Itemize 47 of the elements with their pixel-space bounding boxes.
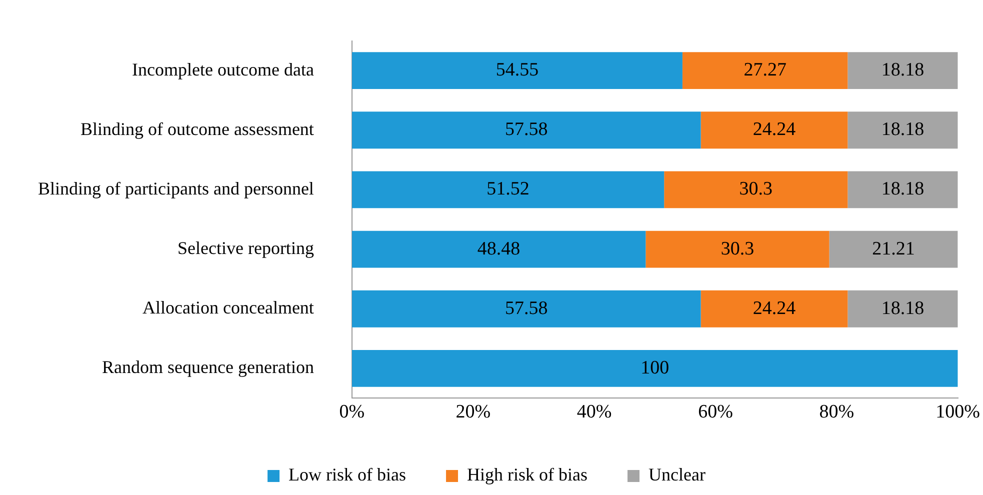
legend-label: Unclear <box>648 464 706 485</box>
data-label: 57.58 <box>505 119 548 140</box>
data-label: 24.24 <box>752 119 796 140</box>
bar <box>352 290 701 328</box>
x-tick-label: 20% <box>456 402 491 423</box>
data-label: 51.52 <box>486 178 530 200</box>
y-tick-label: Blinding of participants and personnel <box>38 178 314 198</box>
x-tick-label: 60% <box>698 402 734 423</box>
bar <box>829 230 958 268</box>
data-label: 18.18 <box>881 178 924 200</box>
bar <box>352 230 646 268</box>
legend-label: High risk of bias <box>467 464 588 485</box>
data-label: 30.3 <box>720 238 754 260</box>
data-label: 24.24 <box>752 298 796 319</box>
bar <box>352 350 958 387</box>
y-tick-label: Blinding of outcome assessment <box>80 118 314 139</box>
data-label: 18.18 <box>881 298 924 319</box>
bar <box>646 230 830 268</box>
bar <box>848 52 958 90</box>
data-label: 54.55 <box>496 60 539 81</box>
y-tick-label: Allocation concealment <box>142 298 314 318</box>
legend-label: Low risk of bias <box>288 464 406 485</box>
bar <box>848 171 958 208</box>
bar <box>682 52 848 90</box>
bar <box>352 112 701 149</box>
x-tick-label: 0% <box>339 402 365 423</box>
data-label: 57.58 <box>505 298 548 319</box>
bar <box>848 112 958 149</box>
x-tick-label: 100% <box>936 402 980 423</box>
bar <box>700 290 848 328</box>
x-tick-label: 80% <box>819 402 854 423</box>
data-label: 30.3 <box>739 178 773 200</box>
data-label: 18.18 <box>881 60 924 81</box>
x-tick-label: 40% <box>576 402 612 423</box>
data-label: 27.27 <box>744 60 786 81</box>
bar <box>352 52 682 90</box>
bar <box>664 171 848 208</box>
y-tick-label: Selective reporting <box>177 238 314 258</box>
data-label: 48.48 <box>477 238 520 260</box>
data-label: 18.18 <box>881 119 924 140</box>
bar <box>700 112 848 149</box>
data-label: 21.21 <box>872 238 915 260</box>
bar <box>848 290 958 328</box>
bar <box>352 171 664 208</box>
y-tick-label: Random sequence generation <box>102 357 314 378</box>
data-label: 100 <box>640 357 670 378</box>
y-tick-label: Incomplete outcome data <box>132 59 314 80</box>
